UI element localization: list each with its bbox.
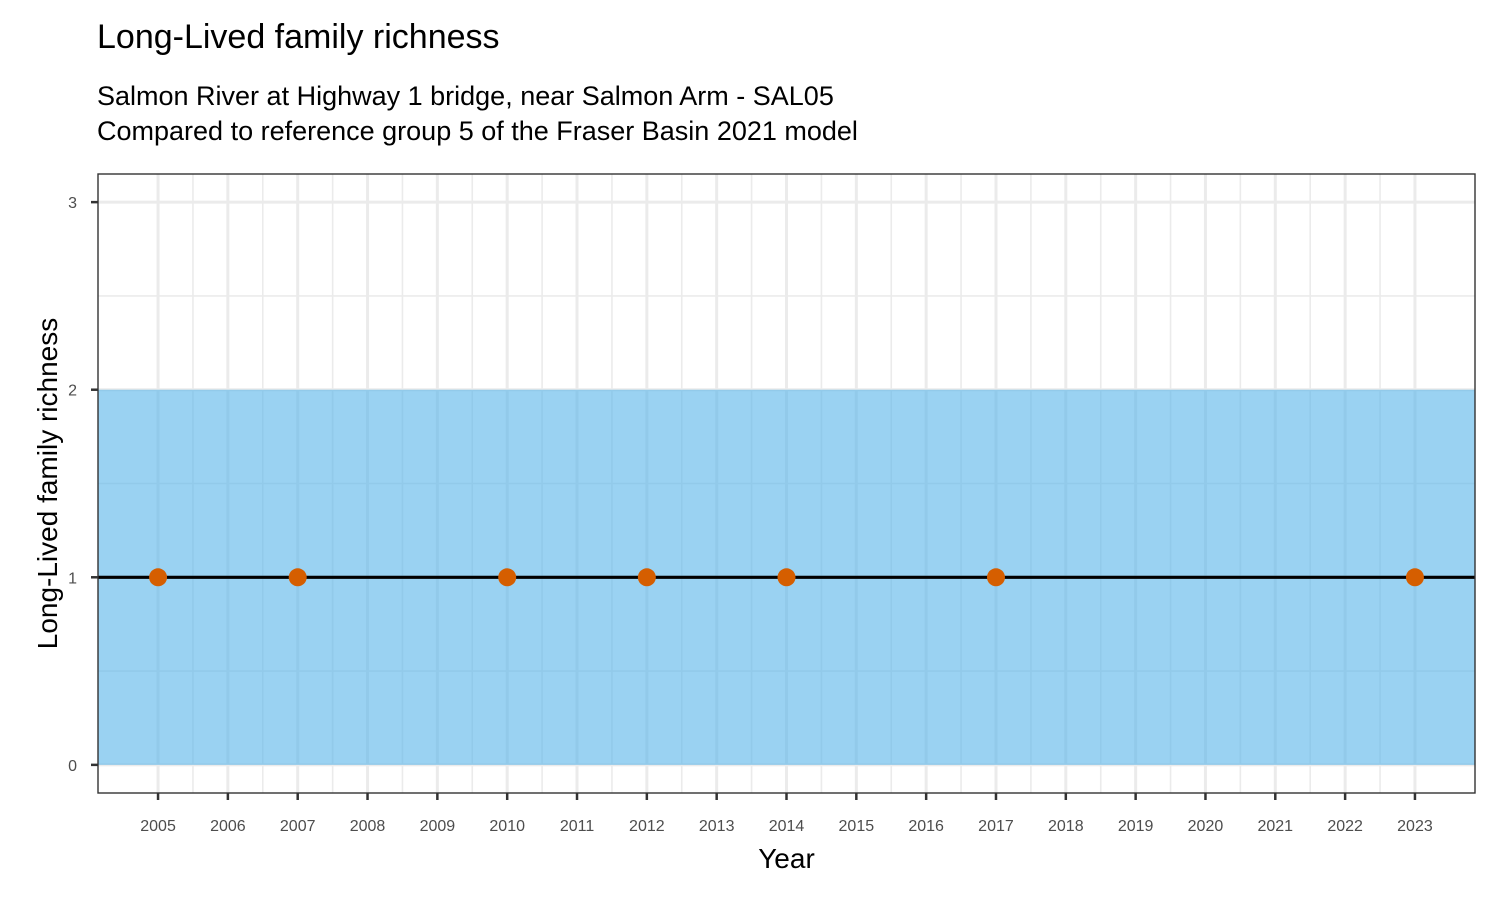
chart-title: Long-Lived family richness xyxy=(97,18,500,56)
x-tick-label: 2022 xyxy=(1327,818,1363,835)
x-tick-label: 2016 xyxy=(908,818,944,835)
data-point xyxy=(1405,568,1424,587)
x-tick-label: 2008 xyxy=(350,818,386,835)
data-points xyxy=(149,568,1424,587)
y-tick-label: 1 xyxy=(68,570,77,587)
x-tick-label: 2013 xyxy=(699,818,735,835)
x-tick-label: 2009 xyxy=(420,818,456,835)
x-tick-label: 2018 xyxy=(1048,818,1084,835)
x-tick-label: 2014 xyxy=(769,818,805,835)
chart-subtitle-line-1: Salmon River at Highway 1 bridge, near S… xyxy=(97,81,834,111)
x-tick-label: 2006 xyxy=(210,818,246,835)
data-point xyxy=(637,568,656,587)
x-tick-label: 2020 xyxy=(1188,818,1224,835)
x-tick-label: 2021 xyxy=(1257,818,1293,835)
x-tick-label: 2007 xyxy=(280,818,316,835)
data-point xyxy=(777,568,796,587)
data-point xyxy=(498,568,517,587)
data-point xyxy=(986,568,1005,587)
x-tick-label: 2023 xyxy=(1397,818,1433,835)
x-tick-label: 2005 xyxy=(140,818,176,835)
y-tick-label: 2 xyxy=(68,383,77,400)
y-tick-label: 0 xyxy=(68,758,77,775)
x-axis: 2005 2006 2007 2008 2009 2010 2011 2012 2013 2014… xyxy=(140,793,1433,835)
chart-subtitle-line-2: Compared to reference group 5 of the Fra… xyxy=(97,116,858,146)
x-tick-label: 2012 xyxy=(629,818,665,835)
x-tick-label: 2010 xyxy=(489,818,525,835)
data-point xyxy=(288,568,307,587)
data-point xyxy=(149,568,168,587)
x-tick-label: 2017 xyxy=(978,818,1014,835)
x-axis-title: Year xyxy=(758,843,815,874)
x-tick-label: 2011 xyxy=(560,818,595,835)
y-axis: 0 1 2 3 xyxy=(68,195,98,775)
y-axis-title: Long-Lived family richness xyxy=(32,318,63,650)
x-tick-label: 2015 xyxy=(839,818,875,835)
x-tick-label: 2019 xyxy=(1118,818,1154,835)
y-tick-label: 3 xyxy=(68,195,77,212)
